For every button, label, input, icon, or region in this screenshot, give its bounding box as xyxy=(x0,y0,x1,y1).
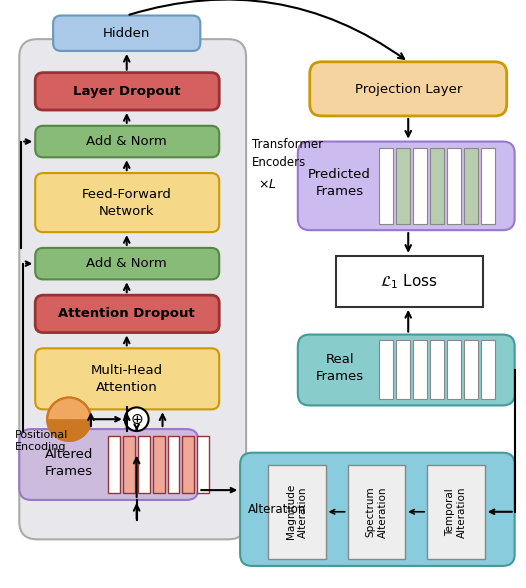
Text: Temporal
Alteration: Temporal Alteration xyxy=(445,486,467,537)
Bar xyxy=(430,340,444,399)
Text: Transformer
Encoders: Transformer Encoders xyxy=(252,138,323,169)
Text: Add & Norm: Add & Norm xyxy=(86,135,167,148)
Text: Projection Layer: Projection Layer xyxy=(355,83,462,96)
Text: $\times L$: $\times L$ xyxy=(258,178,277,191)
Bar xyxy=(413,148,427,224)
Bar xyxy=(138,436,149,493)
FancyBboxPatch shape xyxy=(35,248,219,279)
Bar xyxy=(268,465,326,559)
FancyBboxPatch shape xyxy=(35,348,219,409)
Bar xyxy=(167,436,179,493)
FancyBboxPatch shape xyxy=(35,295,219,333)
FancyBboxPatch shape xyxy=(19,429,198,500)
Bar xyxy=(336,256,483,307)
Text: Hidden: Hidden xyxy=(103,26,150,40)
FancyBboxPatch shape xyxy=(35,73,219,110)
Bar xyxy=(464,340,478,399)
Bar xyxy=(379,340,393,399)
Bar xyxy=(481,340,495,399)
Text: Alteration: Alteration xyxy=(248,503,307,516)
Text: Positional
Encoding: Positional Encoding xyxy=(15,430,69,452)
Bar xyxy=(430,148,444,224)
Bar xyxy=(447,148,461,224)
Text: Real
Frames: Real Frames xyxy=(316,353,363,383)
Circle shape xyxy=(125,407,149,431)
Circle shape xyxy=(58,419,80,441)
Text: Attention Dropout: Attention Dropout xyxy=(58,308,195,320)
Text: Add & Norm: Add & Norm xyxy=(86,257,167,270)
Bar xyxy=(197,436,209,493)
FancyBboxPatch shape xyxy=(310,62,507,116)
Bar xyxy=(123,436,135,493)
Bar xyxy=(153,436,165,493)
Bar xyxy=(396,148,410,224)
Bar xyxy=(348,465,405,559)
FancyBboxPatch shape xyxy=(53,15,200,51)
Circle shape xyxy=(58,397,80,419)
Text: Layer Dropout: Layer Dropout xyxy=(73,85,180,98)
Text: Feed-Forward
Network: Feed-Forward Network xyxy=(82,188,171,218)
Bar xyxy=(481,148,495,224)
Bar xyxy=(396,340,410,399)
Bar xyxy=(183,436,195,493)
Bar xyxy=(413,340,427,399)
Bar xyxy=(379,148,393,224)
Text: Altered
Frames: Altered Frames xyxy=(45,447,93,477)
FancyBboxPatch shape xyxy=(35,126,219,158)
Bar xyxy=(108,436,120,493)
Text: Magnitude
Alteration: Magnitude Alteration xyxy=(286,484,308,539)
Circle shape xyxy=(47,397,91,441)
FancyBboxPatch shape xyxy=(19,39,246,539)
FancyBboxPatch shape xyxy=(298,335,514,406)
Bar xyxy=(464,148,478,224)
Bar xyxy=(447,340,461,399)
Bar xyxy=(427,465,485,559)
Wedge shape xyxy=(47,419,91,441)
Text: Multi-Head
Attention: Multi-Head Attention xyxy=(90,364,163,394)
Text: Spectrum
Alteration: Spectrum Alteration xyxy=(365,486,388,537)
Text: Predicted
Frames: Predicted Frames xyxy=(308,168,371,198)
FancyBboxPatch shape xyxy=(35,173,219,232)
FancyBboxPatch shape xyxy=(298,142,514,230)
Text: $\mathcal{L}_1$ Loss: $\mathcal{L}_1$ Loss xyxy=(380,272,438,290)
Text: $\oplus$: $\oplus$ xyxy=(130,412,144,427)
FancyBboxPatch shape xyxy=(240,453,514,566)
